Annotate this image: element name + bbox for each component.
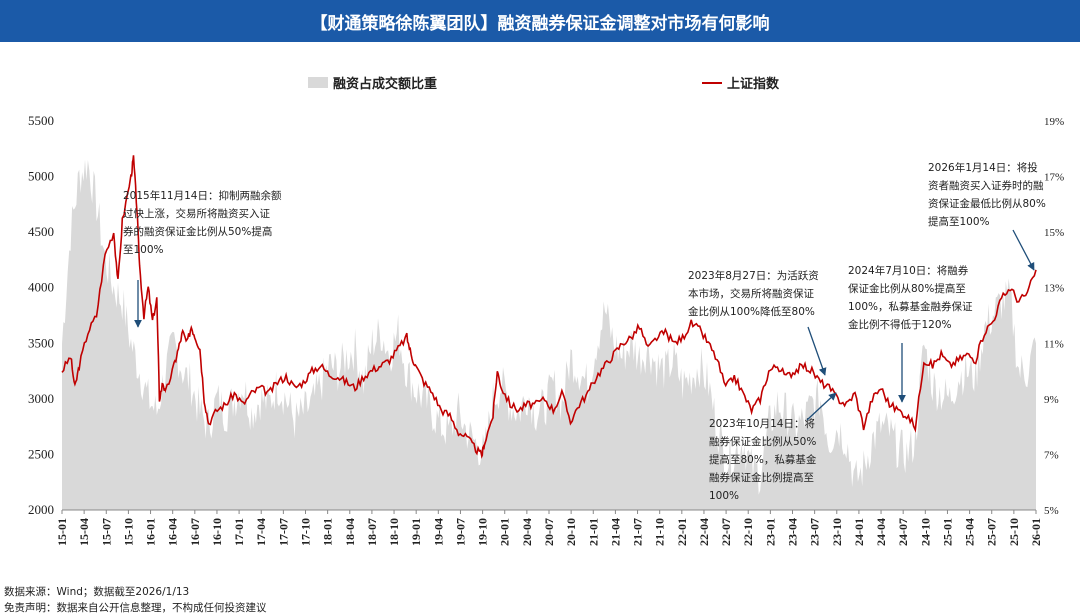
right-axis-tick-label: 13% (1044, 283, 1064, 295)
x-axis-tick-label: 25-04 (963, 518, 977, 546)
x-axis-tick-label: 17-07 (276, 518, 290, 546)
x-axis-tick-label: 20-10 (564, 518, 578, 546)
series-area-margin-share (62, 159, 1036, 510)
left-axis-tick-label: 5000 (28, 169, 54, 184)
left-axis-tick-label: 2500 (28, 446, 54, 461)
annotation-arrow (1012, 229, 1035, 271)
x-axis-tick-label: 19-10 (476, 518, 490, 546)
annotation-text: 2024年7月10日：将融券 (848, 264, 969, 277)
x-axis-tick-label: 23-01 (763, 518, 777, 546)
left-axis-tick-label: 5500 (28, 113, 54, 128)
annotation-text: 本市场，交易所将融资保证 (688, 287, 814, 300)
legend-label-area: 融资占成交额比重 (333, 76, 437, 92)
annotation-text: 资保证金最低比例从80% (928, 197, 1046, 210)
chart-canvas: 2000 2500 3000 3500 4000 4500 5000 5500 5% 7% 9% 11… (28, 76, 1064, 546)
x-axis-tick-label: 16-01 (144, 518, 158, 546)
x-axis-tick-label: 24-07 (896, 518, 910, 546)
x-axis-tick-label: 22-04 (697, 518, 711, 546)
annotation-text: 保证金比例从80%提高至 (848, 282, 966, 295)
annotation-text: 金比例不得低于120% (848, 318, 952, 331)
x-axis-tick-label: 22-10 (741, 518, 755, 546)
legend-swatch-area (308, 77, 328, 88)
x-axis-tick-label: 22-01 (675, 518, 689, 546)
chart-title-bar: 【财通策略徐陈翼团队】融资融券保证金调整对市场有何影响 (0, 0, 1080, 42)
annotation-text: 至100% (123, 244, 164, 256)
annotation-text: 2023年8月27日：为活跃资 (688, 269, 819, 282)
annotation-text: 提高至80%，私募基金 (709, 453, 817, 466)
right-axis-tick-label: 7% (1044, 449, 1059, 461)
right-axis-tick-label: 5% (1044, 505, 1059, 517)
x-axis-tick-label: 19-07 (453, 518, 467, 546)
disclaimer-note: 免责声明：数据来自公开信息整理，不构成任何投资建议 (4, 602, 267, 614)
x-axis-tick-label: 21-04 (608, 518, 622, 546)
x-axis-tick-label: 21-10 (653, 518, 667, 546)
left-axis-tick-label: 4500 (28, 224, 54, 239)
right-axis-tick-label: 19% (1044, 116, 1064, 128)
annotation-text: 过快上涨，交易所将融资买入证 (123, 207, 270, 220)
x-axis-tick-label: 23-07 (808, 518, 822, 546)
x-axis-tick-label: 19-01 (409, 518, 423, 546)
left-axis-tick-label: 3000 (28, 391, 54, 406)
x-axis-tick-label: 18-04 (343, 518, 357, 546)
x-axis-tick-label: 17-04 (254, 518, 268, 546)
x-axis-tick-label: 26-01 (1029, 518, 1043, 546)
annotation-arrow (806, 392, 837, 421)
x-axis-tick-label: 15-01 (55, 518, 69, 546)
right-axis-tick-label: 15% (1044, 227, 1064, 239)
page-title: 【财通策略徐陈翼团队】融资融券保证金调整对市场有何影响 (310, 13, 770, 34)
x-axis-tick-label: 21-01 (586, 518, 600, 546)
annotation-text: 金比例从100%降低至80% (688, 305, 815, 318)
left-axis-tick-label: 2000 (28, 502, 54, 517)
annotation-text: 2023年10月14日：将 (709, 417, 815, 430)
annotation-text: 100%，私募基金融券保证 (848, 300, 973, 313)
x-axis-tick-label: 16-04 (166, 518, 180, 546)
annotation-text: 融券保证金比例提高至 (709, 471, 814, 484)
x-axis-tick-label: 21-07 (631, 518, 645, 546)
right-axis-tick-label: 17% (1044, 172, 1064, 184)
data-source-note: 数据来源：Wind；数据截至2026/1/13 (4, 586, 190, 598)
right-axis-tick-label: 11% (1044, 338, 1064, 350)
x-axis-tick-label: 25-07 (985, 518, 999, 546)
x-axis-tick-label: 22-07 (719, 518, 733, 546)
left-axis-tick-label: 3500 (28, 335, 54, 350)
x-axis-tick-label: 25-01 (940, 518, 954, 546)
x-axis-tick-label: 20-07 (542, 518, 556, 546)
right-axis-tick-label: 9% (1044, 394, 1059, 406)
x-axis-tick-label: 25-10 (1007, 518, 1021, 546)
x-axis-tick-label: 20-04 (520, 518, 534, 546)
x-axis-tick-label: 23-10 (830, 518, 844, 546)
x-axis-tick-label: 16-10 (210, 518, 224, 546)
x-axis-tick-label: 24-01 (852, 518, 866, 546)
x-axis-tick-label: 15-10 (121, 518, 135, 546)
annotation-text: 提高至100% (928, 215, 990, 228)
annotation-arrow (807, 326, 827, 376)
x-axis-tick-label: 17-01 (232, 518, 246, 546)
x-axis-tick-label: 24-04 (874, 518, 888, 546)
x-axis-tick-label: 15-04 (77, 518, 91, 546)
annotation-text: 券的融资保证金比例从50%提高 (123, 225, 272, 238)
x-axis-tick-label: 16-07 (188, 518, 202, 546)
annotation-text: 融券保证金比例从50% (709, 435, 816, 448)
x-axis-tick-label: 18-07 (365, 518, 379, 546)
x-axis-tick-label: 18-10 (387, 518, 401, 546)
annotation-text: 2026年1月14日：将投 (928, 161, 1038, 174)
x-axis-tick-label: 17-10 (299, 518, 313, 546)
x-axis-tick-label: 20-01 (498, 518, 512, 546)
legend-label-line: 上证指数 (727, 76, 780, 92)
x-axis-tick-label: 24-10 (918, 518, 932, 546)
annotation-text: 2015年11月14日：抑制两融余额 (123, 189, 282, 202)
x-axis-tick-label: 19-04 (431, 518, 445, 546)
annotation-text: 100% (709, 490, 739, 502)
x-axis-tick-label: 23-04 (786, 518, 800, 546)
left-axis-tick-label: 4000 (28, 280, 54, 295)
series-line-sse-index (61, 155, 1037, 459)
x-axis-tick-label: 15-07 (99, 518, 113, 546)
annotation-text: 资者融资买入证券时的融 (928, 179, 1044, 192)
x-axis-tick-label: 18-01 (321, 518, 335, 546)
